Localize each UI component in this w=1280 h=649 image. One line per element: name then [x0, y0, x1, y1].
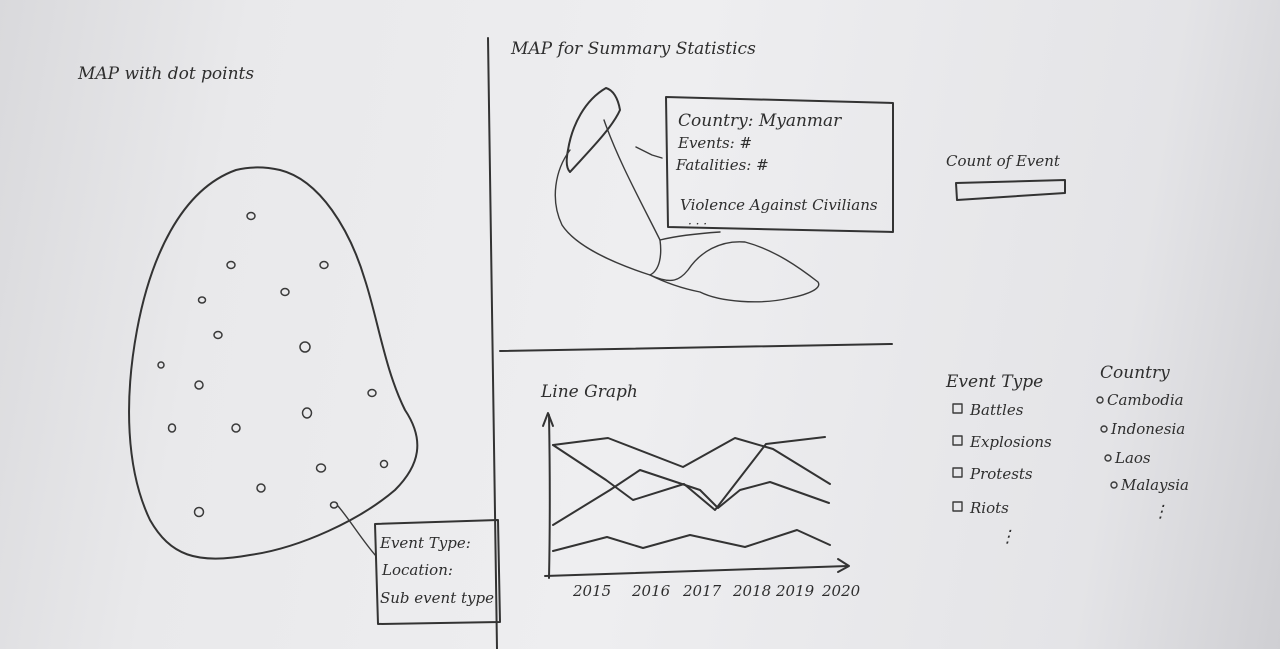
dot-tooltip-box [374, 519, 501, 625]
x-tick-label: 2018 [732, 582, 771, 600]
y-axis-arrow [542, 412, 554, 427]
event-type-more: ⋮ [999, 527, 1016, 547]
event-dot[interactable] [329, 501, 339, 509]
event-dot[interactable] [367, 388, 377, 398]
event-type-option-label: Riots [969, 499, 1009, 517]
country-option-label: Cambodia [1107, 391, 1184, 409]
svg-text:· · ·: · · · [688, 217, 707, 231]
x-axis-arrow [837, 558, 850, 573]
count-legend-bar [955, 179, 1066, 201]
summary-tooltip-events: Events: # [677, 134, 752, 152]
country-option-label: Indonesia [1110, 420, 1185, 438]
x-axis [544, 565, 849, 577]
summary-tooltip-country: Country: Myanmar [678, 111, 842, 131]
event-dot[interactable] [246, 211, 256, 221]
event-dot[interactable] [193, 506, 205, 518]
dot-map-outline [128, 166, 419, 560]
tooltip-sub-event-type: Sub event type [380, 589, 494, 607]
country-filter: Cambodia Indonesia Laos Malaysia [1096, 391, 1189, 494]
left-panel-title: MAP with dot points [77, 64, 254, 84]
tooltip-location: Location: [381, 561, 453, 579]
vertical-divider [487, 37, 498, 649]
x-tick-label: 2017 [682, 582, 722, 600]
y-axis [548, 414, 551, 579]
summary-tooltip-fatalities: Fatalities: # [675, 156, 769, 174]
event-dot[interactable] [197, 296, 207, 304]
event-type-option[interactable]: Protests [952, 465, 1033, 483]
event-type-filter: Battles Explosions Protests Riots [952, 401, 1052, 517]
event-type-option-label: Protests [969, 465, 1033, 483]
summary-tooltip-box [665, 96, 894, 233]
event-type-option[interactable]: Battles [952, 401, 1024, 419]
line-chart [542, 412, 850, 579]
radio[interactable] [1104, 454, 1112, 462]
checkbox[interactable] [952, 403, 963, 414]
x-tick-label: 2016 [631, 582, 671, 600]
country-heading: Country [1100, 363, 1170, 383]
radio[interactable] [1100, 425, 1108, 433]
event-dot[interactable] [301, 407, 313, 419]
radio[interactable] [1110, 481, 1118, 489]
x-tick-label: 2020 [821, 582, 861, 600]
event-dot[interactable] [157, 361, 165, 369]
event-dots [157, 211, 389, 518]
event-dot[interactable] [315, 463, 327, 473]
event-dot[interactable] [226, 260, 236, 270]
event-dot[interactable] [319, 260, 329, 270]
event-dot[interactable] [299, 341, 311, 353]
series-line [552, 529, 831, 552]
event-dot[interactable] [280, 287, 290, 297]
series-line [552, 469, 830, 526]
event-dot[interactable] [231, 423, 241, 433]
country-option[interactable]: Indonesia [1100, 420, 1185, 438]
country-option[interactable]: Laos [1104, 449, 1151, 467]
x-tick-labels: 2015 2016 2017 2018 2019 2020 [572, 582, 861, 600]
event-dot[interactable] [167, 423, 177, 433]
country-option-label: Laos [1114, 449, 1151, 467]
tooltip-event-type: Event Type: [379, 534, 471, 552]
country-more: ⋮ [1152, 502, 1169, 522]
checkbox[interactable] [952, 467, 963, 478]
event-type-option[interactable]: Riots [952, 499, 1009, 517]
event-type-heading: Event Type [945, 372, 1043, 392]
summary-map-title: MAP for Summary Statistics [510, 39, 756, 59]
event-dot[interactable] [213, 330, 223, 340]
country-option-label: Malaysia [1120, 476, 1189, 494]
series-line [552, 437, 831, 485]
x-tick-label: 2015 [572, 582, 611, 600]
radio[interactable] [1096, 396, 1104, 404]
count-legend-label: Count of Event [946, 152, 1061, 170]
checkbox[interactable] [952, 501, 963, 512]
country-option[interactable]: Malaysia [1110, 476, 1189, 494]
x-tick-label: 2019 [775, 582, 815, 600]
event-dot[interactable] [256, 483, 266, 493]
event-type-option[interactable]: Explosions [952, 433, 1052, 451]
country-option[interactable]: Cambodia [1096, 391, 1184, 409]
event-dot[interactable] [379, 459, 389, 469]
tooltip-pointer [337, 505, 377, 557]
event-type-option-label: Explosions [969, 433, 1052, 451]
event-dot[interactable] [194, 380, 204, 390]
event-type-option-label: Battles [969, 401, 1024, 419]
summary-tooltip-subtype: Violence Against Civilians [680, 196, 878, 214]
horizontal-divider [499, 343, 893, 352]
line-graph-title: Line Graph [540, 382, 638, 402]
checkbox[interactable] [952, 435, 963, 446]
